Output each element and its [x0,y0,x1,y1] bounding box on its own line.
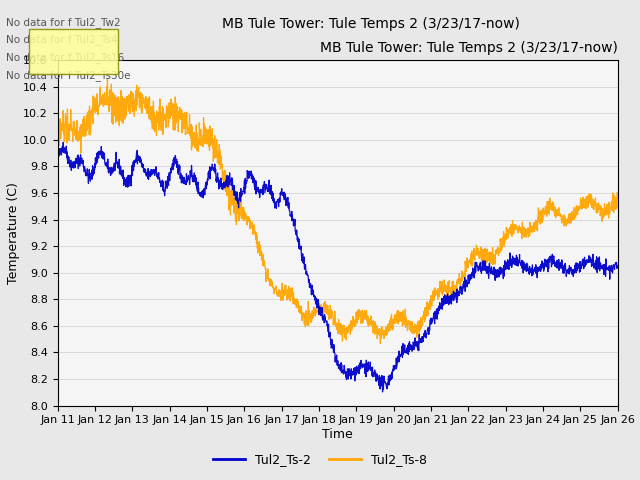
Text: No data for f Tul2_Ts30e: No data for f Tul2_Ts30e [6,70,131,81]
Y-axis label: Temperature (C): Temperature (C) [7,182,20,284]
X-axis label: Time: Time [322,428,353,441]
Text: No data for f Tul2_Ts4: No data for f Tul2_Ts4 [6,35,118,46]
Text: MB Tule Tower: Tule Temps 2 (3/23/17-now): MB Tule Tower: Tule Temps 2 (3/23/17-now… [222,17,520,31]
Text: No data for f Tul2_Ts16: No data for f Tul2_Ts16 [6,52,125,63]
Text: No data for f Tul2_Tw2: No data for f Tul2_Tw2 [6,17,121,28]
Text: MB Tule Tower: Tule Temps 2 (3/23/17-now): MB Tule Tower: Tule Temps 2 (3/23/17-now… [320,41,618,55]
Legend: Tul2_Ts-2, Tul2_Ts-8: Tul2_Ts-2, Tul2_Ts-8 [209,448,431,471]
